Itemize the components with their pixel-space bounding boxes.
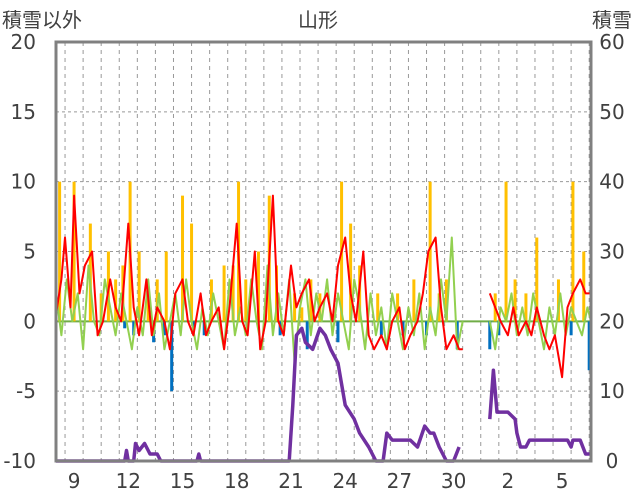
negative-bar [305, 321, 309, 350]
negative-bar [123, 321, 127, 329]
precip-bar [244, 279, 248, 322]
x-tick-label: 9 [68, 469, 81, 493]
precip-bar [349, 223, 353, 322]
left-tick-label: 15 [11, 100, 36, 124]
precip-bar [222, 265, 226, 322]
precip-bar [190, 223, 194, 322]
x-tick-label: 18 [224, 469, 249, 493]
precip-bar [524, 293, 528, 322]
snow_depth-line [488, 368, 591, 456]
right-tick-label: 60 [599, 30, 624, 54]
temperature-line [488, 278, 591, 379]
precip-bar [535, 237, 539, 322]
right-tick-label: 0 [606, 449, 619, 473]
vertical-gridlines [56, 42, 591, 461]
temperature-line [55, 194, 463, 351]
left-tick-label: 0 [23, 309, 36, 333]
left-tick-label: 10 [11, 170, 36, 194]
negative-bar [379, 321, 383, 336]
x-axis-ticks: 9 12 15 18 21 24 27 30 2 5 [68, 469, 569, 493]
precip-bar [137, 251, 141, 322]
x-tick-label: 15 [170, 469, 195, 493]
precip-bar [300, 307, 304, 322]
precip-bar [376, 293, 380, 322]
precip-bar [504, 181, 508, 322]
x-tick-label: 27 [387, 469, 412, 493]
left-tick-label: 20 [11, 30, 36, 54]
right-axis-ticks: 60 50 40 30 20 10 0 [599, 30, 624, 473]
precip-bar [88, 223, 92, 322]
left-tick-label: -10 [3, 449, 36, 473]
negative-bar [488, 321, 492, 350]
precip-bar [72, 181, 76, 322]
right-axis-label: 積雪 [592, 8, 632, 32]
x-tick-label: 24 [332, 469, 357, 493]
precip-bar [231, 265, 235, 322]
precip-bar [164, 251, 168, 322]
precip-bar [293, 293, 297, 322]
negative-bar [191, 321, 195, 329]
precip-bar [181, 195, 185, 322]
precip-bar [412, 279, 416, 322]
x-tick-label: 30 [441, 469, 466, 493]
precip-bar [396, 293, 400, 322]
x-tick-label: 2 [501, 469, 514, 493]
left-axis-label: 積雪以外 [2, 8, 82, 32]
x-tick-label: 21 [278, 469, 303, 493]
left-tick-label: 5 [23, 240, 36, 264]
precip-bar [58, 181, 62, 322]
right-tick-label: 50 [599, 100, 624, 124]
right-tick-label: 10 [599, 379, 624, 403]
precip-bar [256, 251, 260, 322]
x-tick-label: 5 [556, 469, 569, 493]
series-lines [55, 194, 592, 463]
other-line [488, 292, 592, 351]
chart-title: 山形 [298, 8, 338, 32]
left-axis-ticks: 20 15 10 5 0 -5 -10 [3, 30, 36, 473]
precip-bar [513, 279, 517, 322]
negative-bar [170, 321, 174, 392]
left-tick-label: -5 [16, 379, 36, 403]
plot-frame [54, 40, 593, 463]
horizontal-gridlines [56, 111, 591, 392]
snow_depth-line [56, 326, 461, 463]
precip-bar [428, 181, 432, 322]
precip-bar [571, 181, 575, 322]
right-tick-label: 20 [599, 309, 624, 333]
right-tick-label: 40 [599, 170, 624, 194]
precip-bar [444, 279, 448, 322]
precip-bar [114, 279, 118, 322]
x-tick-label: 12 [116, 469, 141, 493]
negative-bar [336, 321, 340, 343]
negative-bar [162, 321, 166, 336]
negative-bar [569, 321, 573, 336]
negative-bar [587, 321, 591, 371]
right-tick-label: 30 [599, 240, 624, 264]
